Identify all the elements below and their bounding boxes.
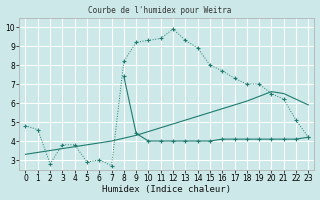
X-axis label: Humidex (Indice chaleur): Humidex (Indice chaleur) [102, 185, 231, 194]
Text: Courbe de l'humidex pour Weitra: Courbe de l'humidex pour Weitra [88, 6, 232, 15]
